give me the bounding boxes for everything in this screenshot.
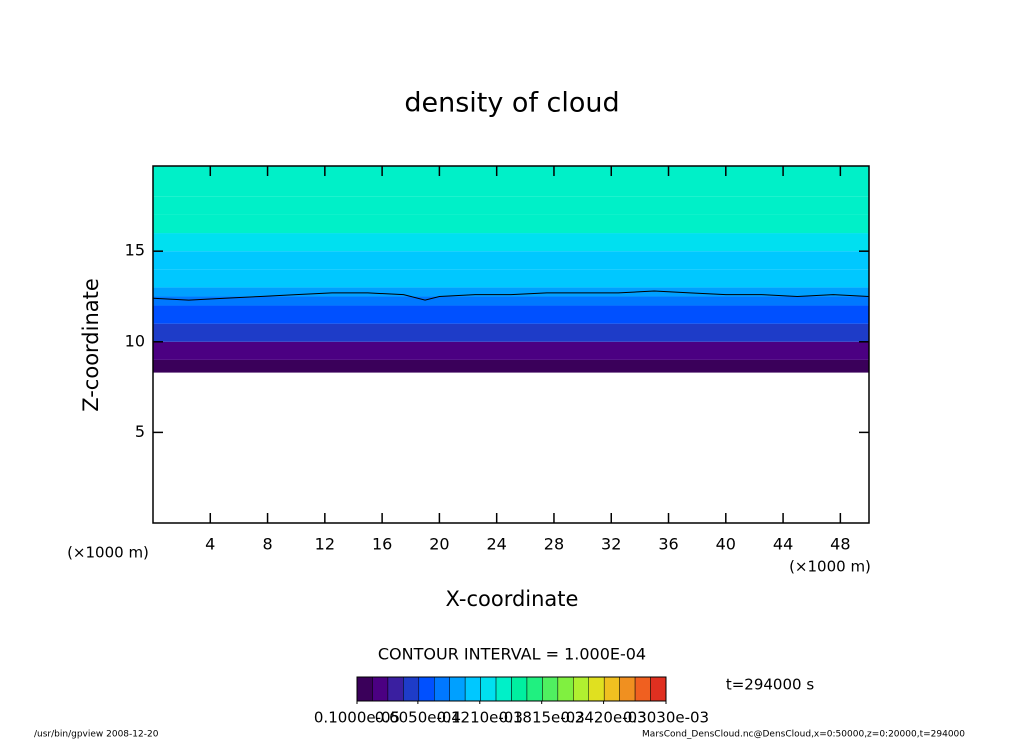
colorbar-cell bbox=[542, 676, 559, 702]
colorbar-cell bbox=[418, 676, 435, 702]
colorbar-cell bbox=[464, 676, 481, 702]
footer-left: /usr/bin/gpview 2008-12-20 bbox=[34, 730, 159, 740]
colorbar-tick-label: 0.3030e-03 bbox=[623, 709, 709, 727]
colorbar-cell bbox=[372, 676, 389, 702]
colorbar-cell bbox=[511, 676, 528, 702]
colorbar-cell bbox=[434, 676, 450, 702]
x-tick-label: 40 bbox=[716, 535, 736, 554]
x-tick-label: 44 bbox=[773, 535, 793, 554]
density-band bbox=[153, 287, 869, 297]
colorbar-cell bbox=[356, 676, 373, 702]
colorbar-tick-label: 0.2420e-03 bbox=[560, 709, 646, 727]
x-tick-label: 20 bbox=[429, 535, 449, 554]
colorbar-cell bbox=[557, 676, 574, 702]
x-tick-label: 28 bbox=[544, 535, 564, 554]
y-tick-label: 5 bbox=[135, 422, 145, 441]
density-band bbox=[153, 269, 869, 288]
colorbar-tick-label: 0.1000e-05 bbox=[314, 709, 400, 727]
colorbar-cell bbox=[403, 676, 420, 702]
colorbar-cell bbox=[619, 676, 636, 702]
footer-right: MarsCond_DensCloud.nc@DensCloud,x=0:5000… bbox=[642, 730, 965, 740]
contour-line bbox=[152, 290, 870, 301]
density-band bbox=[153, 251, 869, 270]
density-band bbox=[153, 305, 869, 324]
colorbar-tick-label: 0.6050e-04 bbox=[375, 709, 461, 727]
density-band bbox=[153, 166, 869, 197]
x-tick-label: 48 bbox=[830, 535, 850, 554]
y-tick-label: 15 bbox=[125, 241, 145, 260]
x-tick-label: 32 bbox=[601, 535, 621, 554]
x-tick-label: 16 bbox=[372, 535, 392, 554]
colorbar-cell bbox=[650, 676, 667, 702]
x-unit: (×1000 m) bbox=[789, 558, 871, 576]
colorbar-cell bbox=[526, 676, 543, 702]
plot-frame bbox=[152, 165, 870, 524]
x-axis-label: X-coordinate bbox=[446, 587, 579, 611]
x-tick-label: 24 bbox=[487, 535, 507, 554]
colorbar-cell bbox=[495, 676, 512, 702]
density-band bbox=[153, 296, 869, 306]
contour-interval: CONTOUR INTERVAL = 1.000E-04 bbox=[378, 645, 646, 664]
colorbar-cell bbox=[480, 676, 497, 702]
colorbar-tick-label: 0.1210e-03 bbox=[437, 709, 523, 727]
y-tick-label: 10 bbox=[125, 331, 145, 350]
colorbar-cell bbox=[588, 676, 605, 702]
colorbar-cell bbox=[449, 676, 466, 702]
y-axis-label: Z-coordinate bbox=[79, 278, 103, 412]
time-label: t=294000 s bbox=[726, 676, 814, 694]
density-band bbox=[153, 359, 869, 373]
y-unit: (×1000 m) bbox=[67, 544, 149, 562]
x-tick-label: 12 bbox=[315, 535, 335, 554]
density-band bbox=[153, 341, 869, 360]
colorbar-frame bbox=[356, 676, 667, 702]
colorbar-cell bbox=[634, 676, 651, 702]
colorbar-cell bbox=[573, 676, 589, 702]
x-tick-label: 36 bbox=[658, 535, 678, 554]
colorbar-cell bbox=[603, 676, 620, 702]
colorbar-cell bbox=[387, 676, 404, 702]
colorbar-tick-label: 0.1815e-03 bbox=[499, 709, 585, 727]
chart-title: density of cloud bbox=[404, 88, 619, 119]
x-tick-label: 4 bbox=[205, 535, 215, 554]
density-band bbox=[153, 196, 869, 215]
density-band bbox=[153, 233, 869, 252]
density-band bbox=[153, 214, 869, 234]
density-band bbox=[153, 323, 869, 342]
x-tick-label: 8 bbox=[262, 535, 272, 554]
